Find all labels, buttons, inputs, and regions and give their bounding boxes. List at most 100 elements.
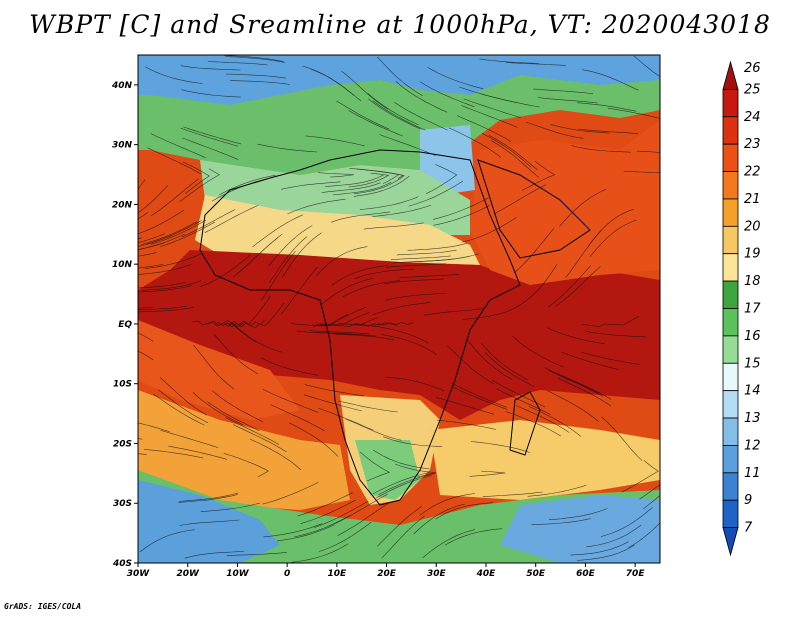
streamline: [320, 317, 379, 327]
colorbar-swatch: [722, 225, 739, 255]
streamline: [316, 332, 377, 337]
streamline: [193, 344, 235, 390]
streamline: [261, 251, 296, 301]
streamline: [394, 463, 436, 478]
streamline: [525, 121, 584, 139]
streamline: [448, 127, 502, 158]
colorbar-label: 7: [744, 521, 753, 536]
colorbar-label: 15: [744, 356, 761, 371]
colorbar-label: 21: [744, 192, 761, 207]
streamline: [331, 265, 388, 286]
streamline: [317, 407, 374, 431]
streamline: [325, 174, 384, 187]
streamline: [314, 500, 369, 528]
streamline: [252, 214, 303, 248]
streamline: [331, 211, 391, 223]
colorbar-label: 23: [744, 137, 761, 152]
streamline: [378, 473, 435, 496]
streamline: [139, 529, 195, 553]
streamline: [337, 503, 389, 536]
streamline: [407, 243, 468, 251]
streamline: [138, 237, 142, 240]
streamline: [571, 145, 631, 153]
streamline: [143, 449, 204, 459]
streamline: [451, 382, 507, 408]
streamline: [138, 282, 186, 289]
arabia-coastline: [477, 159, 591, 259]
streamline: [436, 397, 494, 415]
colorbar-swatch: [722, 527, 739, 557]
streamline: [399, 273, 460, 279]
streamline: [225, 73, 286, 79]
colorbar-swatch: [722, 198, 739, 227]
streamline: [372, 472, 429, 495]
streamline: [354, 268, 414, 280]
streamline: [207, 320, 257, 343]
streamline: [576, 102, 637, 112]
streamline: [463, 98, 521, 118]
streamline: [462, 304, 521, 320]
colorbar-swatch: [722, 445, 739, 474]
field-atlantic-orange: [138, 320, 300, 420]
colorbar-label: 14: [744, 384, 761, 399]
streamline: [207, 401, 260, 432]
field-indian-ocean-yellow: [430, 420, 660, 500]
lon-label: 30E: [427, 569, 447, 579]
streamline: [277, 524, 335, 542]
streamline: [557, 373, 612, 400]
streamline: [601, 416, 643, 461]
streamline: [219, 174, 276, 196]
streamline: [586, 524, 642, 548]
lon-label: 10E: [328, 569, 348, 579]
streamline: [138, 285, 192, 293]
streamline: [353, 175, 410, 197]
streamline: [582, 69, 639, 91]
streamline: [336, 100, 390, 130]
lon-label: 10W: [226, 569, 250, 579]
streamline: [345, 418, 402, 441]
streamline: [459, 86, 518, 103]
plot-frame: [137, 54, 661, 564]
colorbar-swatch: [722, 472, 739, 501]
streamline: [506, 411, 561, 437]
streamline: [179, 168, 221, 202]
streamline: [488, 135, 538, 171]
streamline: [570, 541, 629, 556]
streamline: [260, 357, 319, 376]
streamline: [413, 503, 465, 535]
credit-text: GrADS: IGES/COLA: [4, 602, 82, 611]
streamline: [377, 506, 423, 547]
streamline: [522, 160, 556, 191]
colorbar-swatch: [722, 116, 739, 145]
streamline: [226, 551, 287, 556]
streamline: [225, 56, 285, 63]
streamline: [142, 280, 202, 291]
streamline: [160, 221, 215, 247]
streamline: [168, 445, 227, 460]
chart-title: WBPT [C] and Sreamline at 1000hPa, VT: 2…: [29, 10, 771, 39]
streamline: [138, 233, 165, 244]
streamline: [183, 126, 242, 145]
lat-label: 40N: [111, 81, 133, 91]
streamline: [141, 221, 197, 245]
streamline: [182, 161, 210, 194]
streamline: [342, 280, 401, 298]
lon-axis: 30W 20W 10W 0 10E 20E 30E 40E 50E 60E 70E: [127, 563, 645, 579]
streamline: [223, 453, 270, 478]
streamline: [348, 110, 403, 137]
streamline: [547, 265, 592, 308]
streamline: [157, 389, 209, 424]
colorbar-label: 12: [744, 438, 761, 453]
streamline: [229, 295, 271, 326]
streamline: [338, 322, 398, 327]
colorbar-label: 24: [744, 110, 761, 125]
streamline: [181, 209, 236, 238]
field-southern-orange: [138, 390, 350, 510]
lon-label: 30W: [127, 569, 151, 579]
streamline: [230, 322, 283, 353]
streamline: [192, 392, 244, 426]
streamline: [146, 220, 202, 245]
lon-label: 50E: [526, 569, 546, 579]
colorbar-swatch: [722, 390, 739, 419]
